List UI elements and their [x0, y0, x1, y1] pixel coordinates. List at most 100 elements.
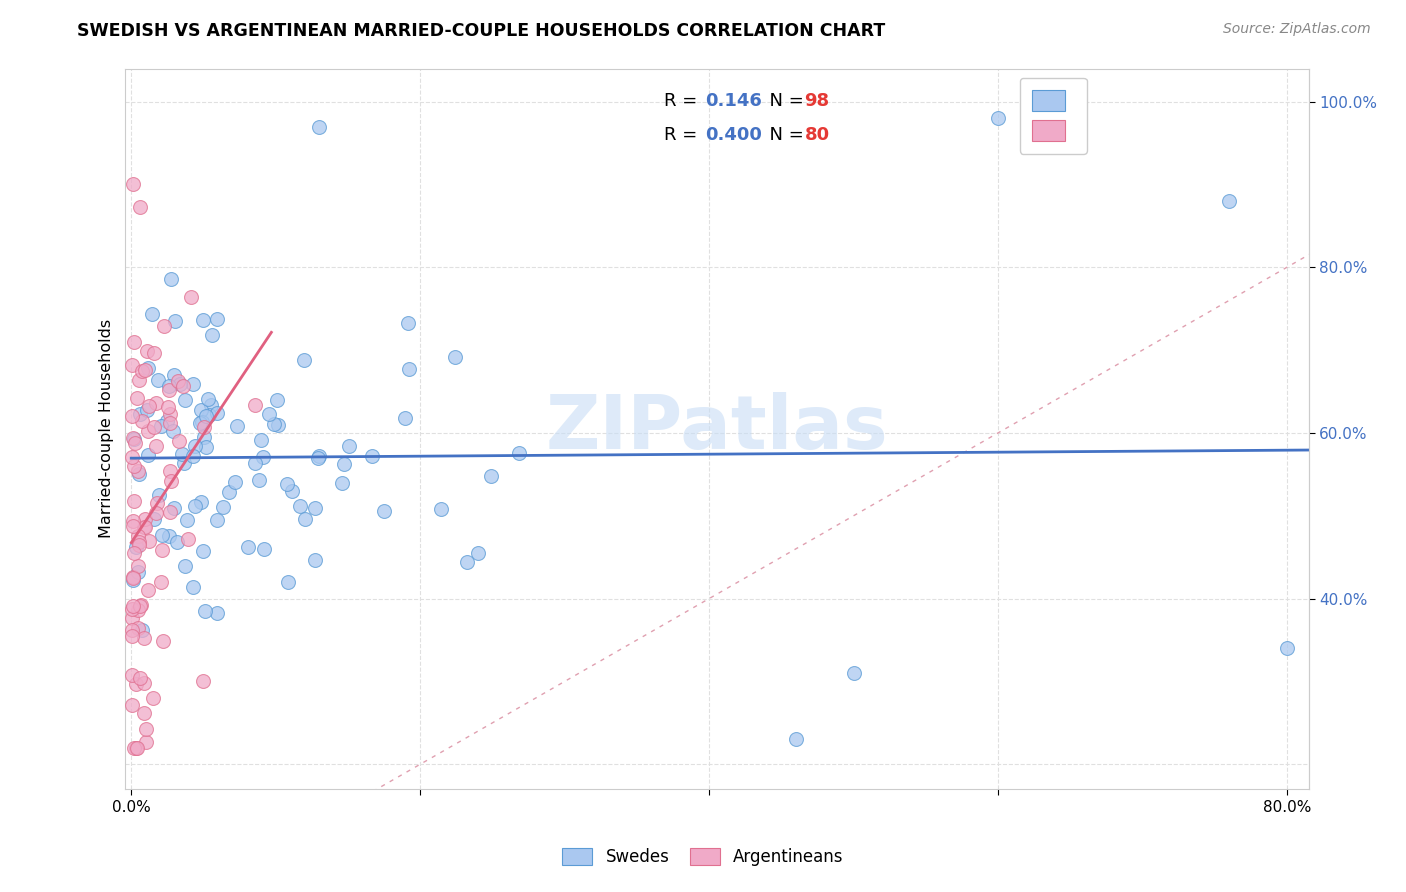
Point: [131, 414, 153, 428]
Point: [337, 439, 360, 453]
Point: [307, 450, 329, 465]
Point: [308, 450, 330, 464]
Point: [508, 445, 530, 459]
Point: [987, 112, 1010, 126]
Point: [152, 318, 174, 333]
Point: [129, 599, 152, 614]
Y-axis label: Married-couple Households: Married-couple Households: [100, 319, 114, 539]
Point: [136, 582, 159, 597]
Point: [145, 396, 167, 410]
Text: 98: 98: [804, 92, 830, 110]
Text: N =: N =: [758, 92, 810, 110]
Point: [198, 408, 221, 422]
Text: 80: 80: [804, 126, 830, 144]
Point: [138, 424, 160, 438]
Point: [127, 529, 149, 543]
Point: [145, 439, 167, 453]
Text: SWEDISH VS ARGENTINEAN MARRIED-COUPLE HOUSEHOLDS CORRELATION CHART: SWEDISH VS ARGENTINEAN MARRIED-COUPLE HO…: [77, 22, 886, 40]
Point: [122, 432, 145, 446]
Point: [304, 553, 326, 567]
Point: [135, 735, 157, 749]
Point: [194, 604, 217, 618]
Point: [136, 403, 159, 417]
Point: [121, 629, 143, 643]
Point: [443, 350, 465, 364]
Point: [142, 691, 165, 706]
Point: [330, 476, 353, 491]
Point: [163, 501, 186, 516]
Point: [785, 732, 807, 747]
Point: [180, 290, 202, 304]
Text: R =: R =: [664, 126, 703, 144]
Point: [134, 519, 156, 533]
Point: [124, 435, 146, 450]
Point: [136, 361, 159, 376]
Point: [163, 313, 186, 327]
Point: [156, 414, 179, 428]
Point: [172, 379, 194, 393]
Point: [173, 456, 195, 470]
Point: [121, 178, 143, 192]
Legend: , : ,: [1019, 78, 1087, 153]
Point: [205, 311, 228, 326]
Point: [132, 519, 155, 533]
Point: [253, 541, 276, 556]
Point: [243, 456, 266, 470]
Point: [226, 419, 249, 434]
Point: [150, 575, 173, 590]
Point: [266, 392, 288, 407]
Point: [292, 352, 315, 367]
Point: [122, 599, 145, 614]
Point: [429, 502, 451, 516]
Point: [224, 475, 246, 489]
Point: [166, 374, 188, 388]
Point: [122, 334, 145, 349]
Point: [304, 501, 326, 516]
Point: [128, 467, 150, 481]
Point: [194, 409, 217, 423]
Point: [190, 402, 212, 417]
Point: [197, 392, 219, 406]
Point: [169, 376, 191, 391]
Point: [250, 434, 273, 448]
Point: [205, 606, 228, 620]
Point: [131, 624, 153, 638]
Point: [162, 425, 184, 439]
Text: Source: ZipAtlas.com: Source: ZipAtlas.com: [1223, 22, 1371, 37]
Point: [127, 464, 149, 478]
Point: [128, 535, 150, 549]
Point: [143, 345, 166, 359]
Point: [159, 407, 181, 421]
Legend: Swedes, Argentineans: Swedes, Argentineans: [554, 840, 852, 875]
Point: [121, 450, 143, 465]
Point: [1218, 194, 1240, 208]
Point: [125, 677, 148, 691]
Point: [267, 417, 290, 432]
Point: [247, 474, 270, 488]
Point: [127, 621, 149, 635]
Point: [193, 674, 215, 689]
Point: [467, 546, 489, 560]
Point: [135, 722, 157, 736]
Point: [159, 464, 181, 478]
Point: [121, 611, 143, 625]
Point: [157, 379, 180, 393]
Text: 0.400: 0.400: [706, 126, 762, 144]
Point: [398, 362, 420, 376]
Point: [456, 555, 478, 569]
Point: [290, 499, 312, 513]
Point: [127, 392, 149, 406]
Point: [188, 417, 211, 431]
Point: [124, 546, 146, 560]
Point: [134, 363, 156, 377]
Point: [128, 407, 150, 421]
Point: [129, 200, 152, 214]
Point: [122, 514, 145, 528]
Point: [190, 494, 212, 508]
Point: [121, 574, 143, 588]
Point: [191, 415, 214, 429]
Point: [159, 416, 181, 430]
Point: [128, 671, 150, 685]
Text: N =: N =: [758, 126, 810, 144]
Point: [184, 439, 207, 453]
